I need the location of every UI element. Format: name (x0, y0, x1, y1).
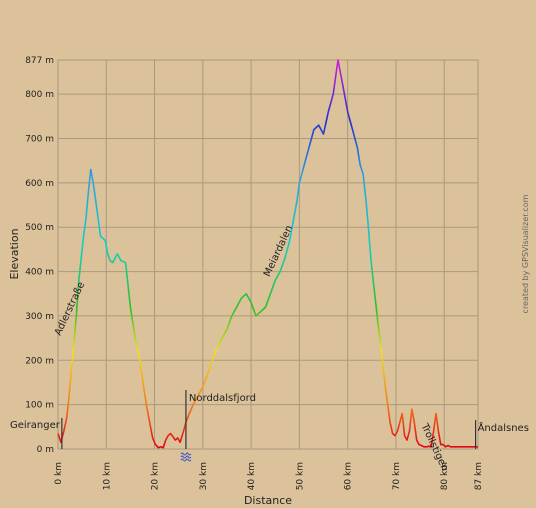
y-tick-label: 0 m (37, 445, 54, 455)
x-axis-label: Distance (244, 494, 292, 507)
ferry-water-icon (180, 452, 192, 462)
annotation-label: Geiranger (10, 420, 61, 431)
elevation-series (57, 59, 478, 449)
x-tick-label: 87 km (474, 462, 484, 490)
y-tick-label: 400 m (25, 268, 54, 278)
x-tick-label: 80 km (440, 462, 450, 490)
x-tick-label: 30 km (199, 462, 209, 490)
y-tick-label: 877 m (25, 56, 54, 66)
y-axis-label: Elevation (8, 228, 21, 279)
y-tick-label: 300 m (25, 312, 54, 322)
x-tick-label: 20 km (151, 462, 161, 490)
x-tick-label: 40 km (247, 462, 257, 490)
y-tick-label: 200 m (25, 356, 54, 366)
y-tick-label: 100 m (25, 401, 54, 411)
y-tick-label: 700 m (25, 135, 54, 145)
elevation-line (57, 59, 478, 449)
x-tick-label: 10 km (102, 462, 112, 490)
x-tick-label: 50 km (295, 462, 305, 490)
y-tick-label: 500 m (25, 223, 54, 233)
y-axis-ticks: 0 m 100 m 200 m 300 m 400 m 500 m 600 m 700 m 80… (25, 56, 54, 455)
x-tick-label: 0 km (54, 462, 64, 485)
x-tick-label: 70 km (392, 462, 402, 490)
annotation-label: Norddalsfjord (189, 393, 256, 404)
x-axis-ticks: 0 km 10 km 20 km 30 km 40 km 50 km 60 km 70 km 8… (54, 462, 484, 490)
annotation-label: Åndalsnes (478, 421, 529, 434)
credit-text: created by GPSVisualizer.com (521, 194, 530, 313)
x-tick-label: 60 km (344, 462, 354, 490)
y-tick-label: 800 m (25, 90, 54, 100)
y-tick-label: 600 m (25, 179, 54, 189)
grid-lines (57, 59, 479, 450)
plot-area (58, 60, 478, 449)
